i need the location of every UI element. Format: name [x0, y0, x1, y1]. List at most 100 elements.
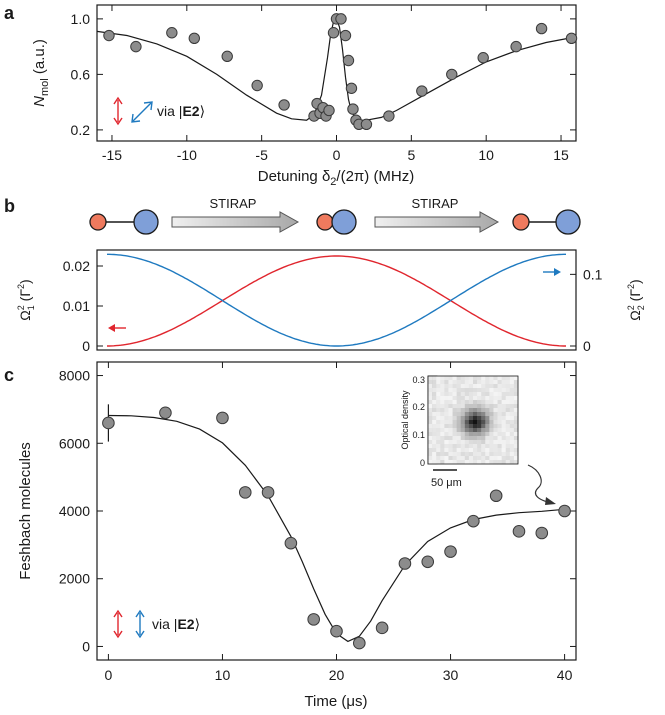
- inset-pixel: [497, 436, 502, 441]
- inset-pixel: [493, 412, 498, 417]
- inset-pixel: [473, 456, 478, 461]
- inset-pixel: [477, 424, 482, 429]
- panel-c-data-point: [261, 486, 275, 499]
- inset-scale-label: 50 μm: [431, 477, 462, 489]
- panel-c-data-point: [398, 557, 412, 570]
- panel-a-data-point: [510, 40, 522, 53]
- inset-pixel: [432, 408, 437, 413]
- inset-pixel: [489, 460, 494, 465]
- inset-pixel: [428, 388, 433, 393]
- inset-pixel: [513, 404, 519, 409]
- inset-pixel: [473, 432, 478, 437]
- inset-pixel: [509, 452, 515, 457]
- inset-pixel: [493, 396, 498, 401]
- inset-pixel: [481, 444, 486, 449]
- inset-pixel: [485, 384, 490, 389]
- inset-pixel: [452, 452, 457, 457]
- inset-pixel: [505, 392, 511, 397]
- inset-pixel: [468, 432, 474, 437]
- inset-pixel: [428, 456, 433, 461]
- panel-a-data-point: [188, 32, 200, 45]
- inset-pixel: [432, 460, 437, 465]
- panel-c-data-point: [159, 406, 172, 420]
- inset-pixel: [456, 424, 462, 429]
- inset-pixel: [456, 384, 462, 389]
- inset-pixel: [460, 396, 466, 401]
- inset-pixel: [497, 384, 502, 389]
- inset-pixel: [468, 420, 474, 425]
- inset-pixel: [428, 452, 433, 457]
- inset-pixel: [485, 436, 490, 441]
- inset-pixel: [440, 424, 445, 429]
- inset-pixel: [460, 452, 466, 457]
- inset-pixel: [456, 412, 462, 417]
- inset-pixel: [501, 400, 507, 405]
- inset-pixel: [452, 376, 457, 381]
- inset-pixel: [452, 408, 457, 413]
- inset-pixel: [460, 388, 466, 393]
- inset-pixel: [501, 444, 507, 449]
- inset-pixel: [485, 400, 490, 405]
- inset-pixel: [485, 440, 490, 445]
- inset-pixel: [505, 420, 511, 425]
- inset-pixel: [493, 440, 498, 445]
- panel-a-data-point: [360, 118, 373, 131]
- inset-pixel: [505, 452, 511, 457]
- inset-pixel: [464, 440, 470, 445]
- panel-label-c: c: [4, 365, 14, 385]
- panel-a-y-axis-label: Nmol (a.u.): [31, 39, 51, 107]
- inset-pixel: [509, 432, 515, 437]
- inset-pixel: [489, 380, 494, 385]
- red-polarization-arrow-icon: [113, 609, 123, 639]
- inset-pixel: [468, 448, 474, 453]
- inset-pixel: [448, 416, 453, 421]
- panel-b-left-y-tick-label: 0: [82, 338, 90, 354]
- panel-label-a: a: [4, 3, 15, 23]
- inset-pixel: [440, 388, 445, 393]
- inset-pixel: [473, 400, 478, 405]
- panel-c-x-tick-label: 10: [215, 667, 231, 683]
- inset-pixel: [452, 412, 457, 417]
- inset-pixel: [509, 392, 515, 397]
- molecule-left-icon: [89, 209, 159, 235]
- molecule-right-icon: [512, 209, 581, 235]
- panel-b-frame: [96, 249, 577, 351]
- panel-a-data-point: [166, 27, 178, 39]
- inset-pixel: [436, 412, 441, 417]
- inset-pixel: [444, 404, 449, 409]
- inset-pixel: [501, 420, 507, 425]
- inset-pixel: [485, 412, 490, 417]
- inset-colorbar-tick-2: 0.2: [412, 402, 425, 412]
- inset-pixel: [477, 376, 482, 381]
- panel-b-left-y-tick-label: 0.01: [63, 298, 90, 314]
- panel-c-data-point: [512, 525, 526, 538]
- inset-pixel: [464, 400, 470, 405]
- inset-pixel: [477, 448, 482, 453]
- panel-c-data-point: [238, 486, 252, 499]
- inset-pixel: [436, 436, 441, 441]
- inset-pixel: [436, 400, 441, 405]
- inset-pixel: [481, 440, 486, 445]
- inset-pixel: [501, 376, 507, 381]
- inset-pixel: [428, 420, 433, 425]
- inset-pixel: [468, 392, 474, 397]
- inset-pixel: [468, 376, 474, 381]
- inset-pixel: [448, 420, 453, 425]
- inset-pixel: [489, 412, 494, 417]
- inset-pixel: [440, 452, 445, 457]
- panel-a-data-point: [342, 54, 355, 67]
- inset-pixel: [440, 392, 445, 397]
- panel-a-data-point: [565, 32, 578, 45]
- inset-pixel: [436, 432, 441, 437]
- inset-pixel: [493, 416, 498, 421]
- inset-pixel: [444, 444, 449, 449]
- inset-pixel: [432, 452, 437, 457]
- inset-pixel: [432, 428, 437, 433]
- inset-pixel: [477, 436, 482, 441]
- inset-pixel: [452, 384, 457, 389]
- inset-pixel: [456, 432, 462, 437]
- omega2-pulse-curve: [107, 253, 566, 347]
- inset-pixel: [444, 396, 449, 401]
- inset-pixel: [452, 404, 457, 409]
